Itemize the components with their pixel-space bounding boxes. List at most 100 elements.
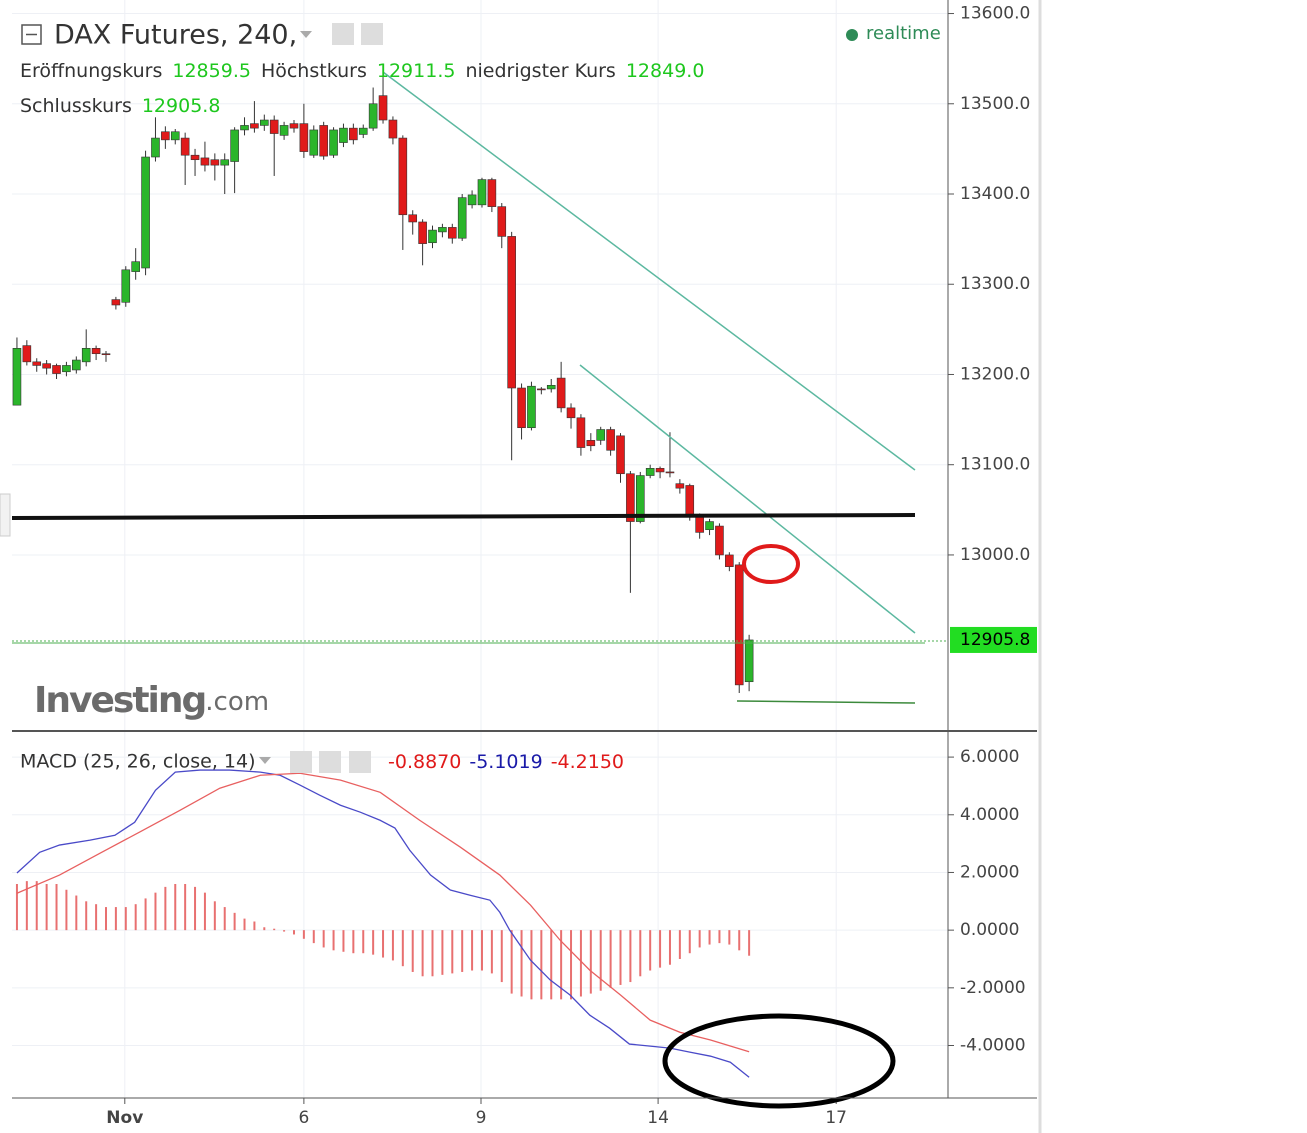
y-tick-label: 13200.0 — [960, 364, 1030, 384]
y-tick-label: 13100.0 — [960, 455, 1030, 475]
watermark: Investing.com — [34, 680, 269, 721]
x-tick-label: 6 — [298, 1108, 309, 1128]
candle-body — [626, 473, 635, 522]
candle-body — [151, 137, 160, 158]
candle-body — [398, 137, 408, 216]
collapse-button[interactable] — [21, 24, 42, 45]
candle-body — [42, 363, 51, 369]
readout-value: 12911.5 — [377, 60, 456, 82]
readout-name: Höchstkurs — [261, 60, 367, 82]
status-dot — [846, 29, 858, 41]
y-tick-label: 2.0000 — [960, 862, 1019, 882]
candle-body — [170, 131, 180, 141]
candle-body — [507, 236, 516, 389]
dropdown-arrow[interactable] — [300, 31, 312, 38]
candle-body — [685, 485, 695, 518]
macd-line — [16, 772, 750, 1053]
candle-body — [428, 229, 437, 244]
candle-body — [487, 179, 497, 207]
close-button[interactable] — [349, 751, 371, 773]
candle-body — [566, 407, 576, 419]
last-price-box — [950, 626, 1037, 653]
candle-body — [695, 516, 704, 533]
watermark-suffix: .com — [205, 687, 269, 717]
candle-body — [744, 639, 754, 683]
candle-body — [477, 179, 487, 206]
readout-name: Eröffnungskurs — [20, 60, 162, 82]
candle-body — [81, 348, 91, 363]
candle-body — [438, 227, 447, 233]
candle-body — [309, 129, 319, 156]
drawings — [11, 71, 948, 1109]
candle-body — [467, 194, 477, 206]
candle-body — [725, 554, 734, 567]
chart-title: DAX Futures, 240, — [54, 20, 297, 51]
candle-body — [111, 299, 121, 306]
dropdown-arrow[interactable] — [259, 757, 271, 764]
candle-body — [279, 125, 289, 136]
candle-body — [180, 137, 190, 156]
readout-value: 12849.0 — [626, 60, 705, 82]
candle-body — [537, 388, 546, 391]
settings-button[interactable] — [319, 751, 341, 773]
candle-body — [675, 483, 685, 489]
trend-line — [382, 71, 916, 471]
side-tab[interactable] — [0, 493, 11, 537]
ohlc-readout: Schlusskurs 12905.8 — [20, 95, 220, 117]
candle-body — [715, 525, 724, 556]
candle-body — [299, 123, 309, 152]
candle-body — [378, 95, 388, 121]
candle-body — [447, 227, 457, 239]
candle-body — [22, 345, 32, 363]
candle-body — [497, 206, 507, 237]
visibility-button[interactable] — [332, 23, 354, 45]
support-line — [11, 513, 916, 520]
x-tick-label: 9 — [476, 1108, 487, 1128]
candle-body — [349, 127, 358, 141]
header: DAX Futures, 240, realtime Investing.com… — [20, 20, 941, 773]
candle-body — [210, 159, 220, 166]
candle-body — [645, 468, 655, 476]
candle-body — [131, 261, 140, 272]
readout-name: Schlusskurs — [20, 95, 132, 117]
candle-body — [734, 564, 744, 686]
candle-body — [52, 365, 61, 374]
readout-value: 12905.8 — [142, 95, 221, 117]
frame — [0, 0, 1042, 1133]
y-tick-label: 13500.0 — [960, 94, 1030, 114]
candle-body — [289, 123, 299, 129]
candle-body — [517, 387, 526, 429]
candle-body — [141, 156, 150, 269]
candle-body — [250, 123, 259, 129]
y-tick-label: 13300.0 — [960, 274, 1030, 294]
trend-line — [579, 364, 916, 634]
readout-value: 12859.5 — [172, 60, 251, 82]
y-tick-label: 13000.0 — [960, 545, 1030, 565]
candle-body — [635, 475, 645, 522]
settings-button[interactable] — [361, 23, 383, 45]
candle-body — [101, 353, 111, 356]
readout-value: -5.1019 — [469, 751, 542, 773]
candle-body — [408, 214, 418, 223]
candle-body — [665, 471, 675, 474]
candle-body — [220, 159, 230, 166]
visibility-button[interactable] — [290, 751, 312, 773]
x-tick-label: Nov — [106, 1108, 143, 1128]
candle-body — [12, 348, 22, 406]
highlight-circle — [662, 1013, 896, 1109]
candle-body — [91, 348, 101, 355]
candle-body — [527, 385, 536, 429]
candle-body — [388, 119, 398, 139]
candle-body — [546, 385, 556, 390]
candle-body — [240, 125, 249, 131]
macd-line — [16, 769, 750, 1078]
readout-name: niedrigster Kurs — [465, 60, 615, 82]
y-tick-label: -4.0000 — [960, 1036, 1026, 1056]
y-tick-label: 6.0000 — [960, 747, 1019, 767]
candle-body — [72, 359, 81, 371]
candle-body — [62, 365, 71, 373]
level-line — [736, 700, 916, 704]
candle-body — [200, 157, 210, 166]
